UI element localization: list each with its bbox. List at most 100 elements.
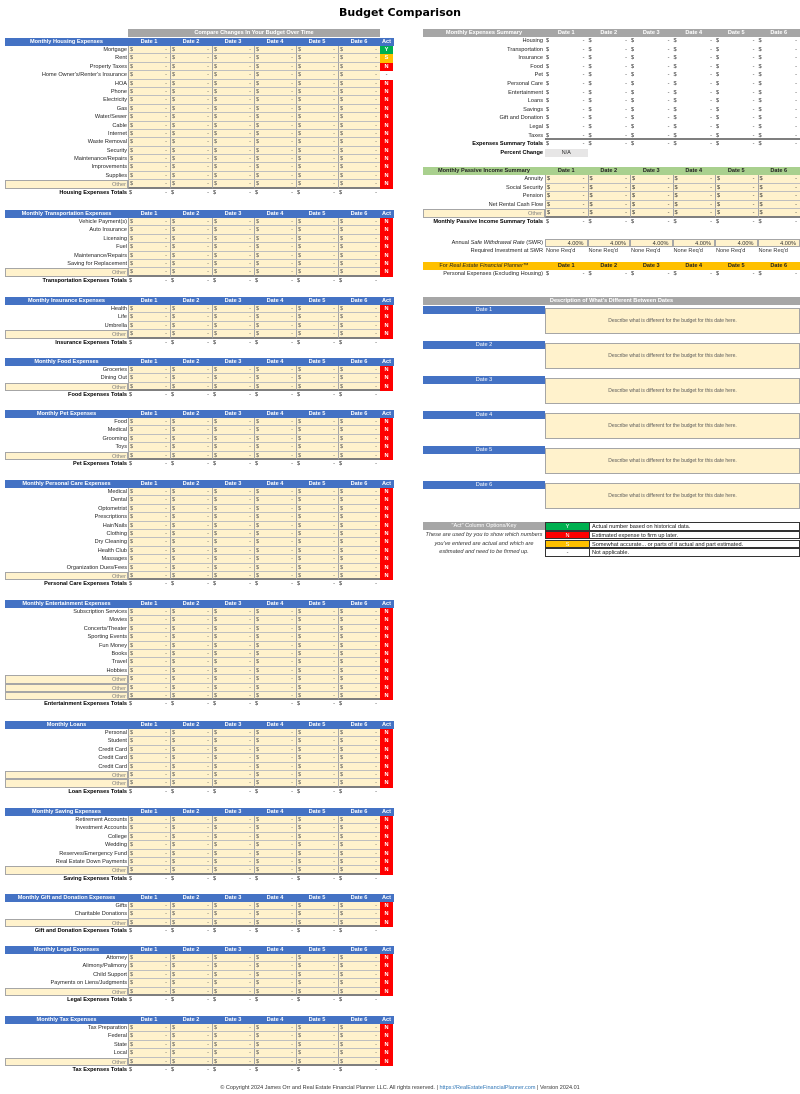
amount-input[interactable]: $ - (338, 259, 380, 269)
amount-input[interactable]: $ - (170, 321, 212, 331)
amount-input[interactable]: $ - (296, 62, 338, 72)
passive-input[interactable]: $ - (587, 209, 630, 218)
passive-input[interactable]: $ - (715, 183, 758, 193)
act-status-cell[interactable]: N (380, 563, 393, 572)
amount-input[interactable]: $ - (212, 1057, 254, 1066)
amount-input[interactable]: $ - (170, 658, 212, 667)
amount-input[interactable]: $ - (170, 538, 212, 547)
amount-input[interactable]: $ - (254, 762, 296, 771)
passive-input[interactable]: $ - (757, 200, 800, 210)
amount-input[interactable]: $ - (296, 737, 338, 746)
amount-input[interactable]: $ - (170, 504, 212, 514)
amount-input[interactable]: $ - (212, 633, 254, 642)
act-status-cell[interactable]: N (380, 155, 393, 164)
amount-input[interactable]: $ - (170, 521, 212, 530)
amount-input[interactable]: $ - (212, 841, 254, 850)
amount-input[interactable]: $ - (170, 1049, 212, 1058)
amount-input[interactable]: $ - (212, 571, 254, 581)
amount-input[interactable]: $ - (170, 683, 212, 692)
amount-input[interactable]: $ - (254, 1024, 296, 1033)
amount-input[interactable]: $ - (128, 970, 170, 980)
amount-input[interactable]: $ - (212, 538, 254, 547)
amount-input[interactable]: $ - (128, 496, 170, 505)
act-status-cell[interactable]: N (380, 259, 393, 269)
passive-input[interactable]: $ - (757, 175, 800, 184)
act-status-cell[interactable]: N (380, 857, 393, 867)
amount-input[interactable]: $ - (128, 113, 170, 122)
amount-input[interactable]: $ - (212, 849, 254, 858)
amount-input[interactable]: $ - (170, 902, 212, 911)
amount-input[interactable]: $ - (296, 987, 338, 996)
amount-input[interactable]: $ - (296, 816, 338, 825)
amount-input[interactable]: $ - (338, 226, 380, 235)
amount-input[interactable]: $ - (254, 658, 296, 667)
amount-input[interactable]: $ - (296, 762, 338, 771)
amount-input[interactable]: $ - (296, 555, 338, 564)
amount-input[interactable]: $ - (338, 87, 380, 97)
act-status-cell[interactable]: N (380, 737, 393, 746)
amount-input[interactable]: $ - (170, 155, 212, 164)
amount-input[interactable]: $ - (296, 226, 338, 235)
amount-input[interactable]: $ - (338, 374, 380, 383)
row-label[interactable]: Other (5, 779, 128, 788)
amount-input[interactable]: $ - (128, 987, 170, 996)
amount-input[interactable]: $ - (170, 675, 212, 684)
amount-input[interactable]: $ - (128, 374, 170, 383)
amount-input[interactable]: $ - (338, 633, 380, 642)
amount-input[interactable]: $ - (338, 488, 380, 497)
amount-input[interactable]: $ - (128, 121, 170, 130)
amount-input[interactable]: $ - (128, 954, 170, 963)
amount-input[interactable]: $ - (212, 1040, 254, 1050)
amount-input[interactable]: $ - (128, 434, 170, 444)
amount-input[interactable]: $ - (170, 918, 212, 928)
act-status-cell[interactable]: N (380, 251, 393, 260)
amount-input[interactable]: $ - (338, 234, 380, 244)
amount-input[interactable]: $ - (212, 521, 254, 530)
amount-input[interactable]: $ - (296, 770, 338, 780)
amount-input[interactable]: $ - (170, 546, 212, 556)
amount-input[interactable]: $ - (128, 841, 170, 850)
amount-input[interactable]: $ - (212, 979, 254, 988)
amount-input[interactable]: $ - (338, 180, 380, 189)
amount-input[interactable]: $ - (170, 608, 212, 617)
amount-input[interactable]: $ - (338, 832, 380, 842)
amount-input[interactable]: $ - (170, 259, 212, 269)
act-status-cell[interactable]: N (380, 641, 393, 650)
amount-input[interactable]: $ - (212, 268, 254, 277)
amount-input[interactable]: $ - (296, 616, 338, 625)
amount-input[interactable]: $ - (128, 155, 170, 164)
amount-input[interactable]: $ - (128, 234, 170, 244)
amount-input[interactable]: $ - (254, 513, 296, 522)
act-status-cell[interactable]: N (380, 816, 393, 825)
amount-input[interactable]: $ - (170, 330, 212, 339)
amount-input[interactable]: $ - (170, 451, 212, 460)
amount-input[interactable]: $ - (170, 987, 212, 996)
amount-input[interactable]: $ - (296, 71, 338, 80)
act-status-cell[interactable]: N (380, 513, 393, 522)
act-status-cell[interactable]: N (380, 616, 393, 625)
amount-input[interactable]: $ - (338, 987, 380, 996)
amount-input[interactable]: $ - (128, 488, 170, 497)
amount-input[interactable]: $ - (128, 824, 170, 833)
description-input[interactable]: Describe what is different for the budge… (545, 378, 800, 404)
amount-input[interactable]: $ - (254, 218, 296, 227)
amount-input[interactable]: $ - (254, 608, 296, 617)
act-status-cell[interactable]: N (380, 849, 393, 858)
amount-input[interactable]: $ - (128, 745, 170, 755)
amount-input[interactable]: $ - (128, 1040, 170, 1050)
amount-input[interactable]: $ - (128, 305, 170, 314)
amount-input[interactable]: $ - (296, 563, 338, 572)
amount-input[interactable]: $ - (338, 857, 380, 867)
amount-input[interactable]: $ - (338, 1049, 380, 1058)
amount-input[interactable]: $ - (170, 234, 212, 244)
amount-input[interactable]: $ - (170, 754, 212, 763)
amount-input[interactable]: $ - (296, 46, 338, 55)
amount-input[interactable]: $ - (128, 426, 170, 435)
amount-input[interactable]: $ - (128, 330, 170, 339)
act-status-cell[interactable]: N (380, 268, 393, 277)
act-status-cell[interactable]: N (380, 571, 393, 581)
amount-input[interactable]: $ - (338, 382, 380, 392)
amount-input[interactable]: $ - (170, 762, 212, 771)
amount-input[interactable]: $ - (296, 918, 338, 928)
amount-input[interactable]: $ - (338, 546, 380, 556)
